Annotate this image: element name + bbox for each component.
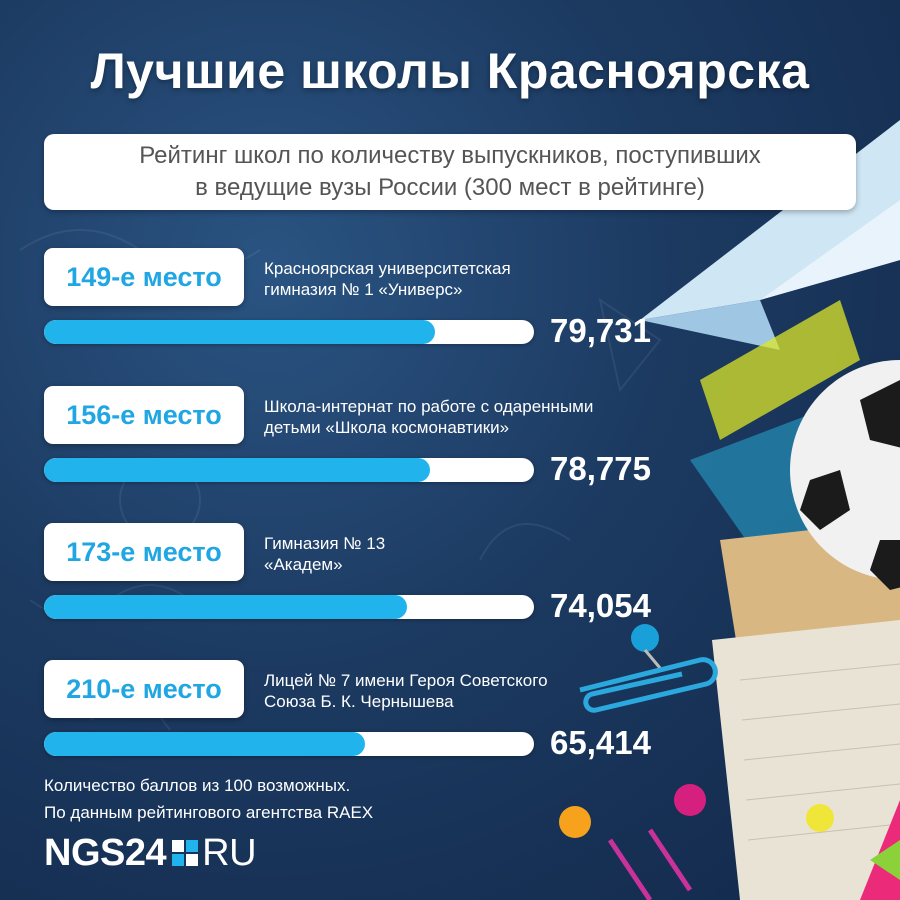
markers — [860, 800, 900, 900]
school-name-line: Красноярская университетская — [264, 259, 511, 278]
score-value: 65,414 — [550, 724, 651, 761]
bar-track — [44, 595, 534, 619]
school-name-line: «Академ» — [264, 555, 343, 574]
school-name-line: Гимназия № 13 — [264, 534, 386, 553]
school-name: Школа-интернат по работе с одаренными де… — [264, 396, 684, 438]
score-value: 79,731 — [550, 312, 651, 349]
school-name-line: Школа-интернат по работе с одаренными — [264, 397, 594, 416]
footnote-line: Количество баллов из 100 возможных. — [44, 776, 351, 795]
school-name-line: Союза Б. К. Чернышева — [264, 692, 454, 711]
bar — [44, 320, 435, 344]
rank-row: 173-е место Гимназия № 13 «Академ» 74,05… — [0, 523, 900, 653]
score-value: 78,775 — [550, 450, 651, 487]
school-name: Красноярская университетская гимназия № … — [264, 258, 684, 300]
school-name-line: Лицей № 7 имени Героя Советского — [264, 671, 548, 690]
bar-track — [44, 320, 534, 344]
logo-text-right: RU — [202, 831, 257, 874]
school-name: Гимназия № 13 «Академ» — [264, 533, 684, 575]
subtitle-line-1: Рейтинг школ по количеству выпускников, … — [139, 142, 761, 169]
bar — [44, 595, 407, 619]
rank-row: 149-е место Красноярская университетская… — [0, 248, 900, 378]
logo-text-left: NGS24 — [44, 831, 167, 874]
ngs24-logo: NGS24 RU — [44, 831, 257, 874]
rank-label: 156-е место — [44, 386, 244, 444]
footnote-line: По данным рейтингового агентства RAEX — [44, 803, 374, 822]
bar — [44, 458, 430, 482]
rank-row: 210-е место Лицей № 7 имени Героя Советс… — [0, 660, 900, 790]
bar-track — [44, 458, 534, 482]
bar-track — [44, 732, 534, 756]
bar — [44, 732, 365, 756]
rank-label: 149-е место — [44, 248, 244, 306]
school-name: Лицей № 7 имени Героя Советского Союза Б… — [264, 670, 684, 712]
score-value: 74,054 — [550, 587, 651, 624]
logo-square-icon — [172, 840, 199, 866]
subtitle-box: Рейтинг школ по количеству выпускников, … — [44, 134, 856, 210]
rank-row: 156-е место Школа-интернат по работе с о… — [0, 386, 900, 516]
school-name-line: гимназия № 1 «Универс» — [264, 280, 463, 299]
footnote: Количество баллов из 100 возможных. По д… — [44, 772, 373, 826]
page-title: Лучшие школы Красноярска — [90, 43, 810, 99]
rank-label: 173-е место — [44, 523, 244, 581]
subtitle-line-2: в ведущие вузы России (300 мест в рейтин… — [195, 174, 705, 201]
school-name-line: детьми «Школа космонавтики» — [264, 418, 510, 437]
rank-label: 210-е место — [44, 660, 244, 718]
paper-clips-pink — [607, 828, 693, 900]
